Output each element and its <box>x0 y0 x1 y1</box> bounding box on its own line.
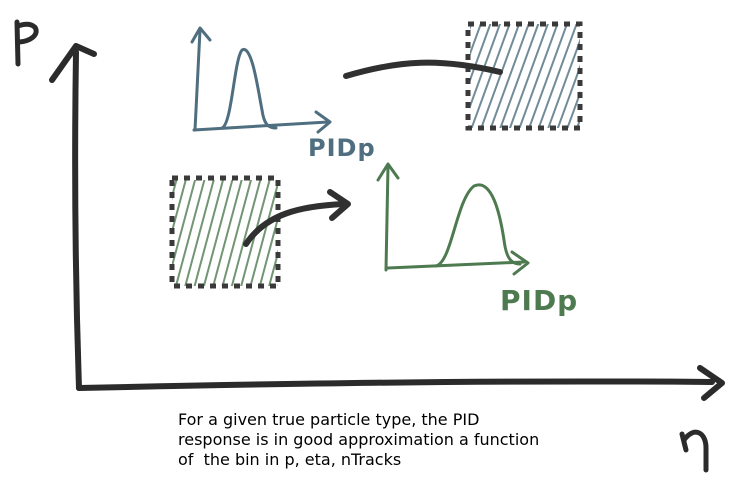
bottom-connector-arrow <box>243 201 347 247</box>
bottom-connector-arrowhead <box>327 189 351 221</box>
main-axes <box>49 43 725 401</box>
x-axis-line <box>76 378 715 391</box>
caption-line-1: For a given true particle type, the PID <box>178 410 480 429</box>
bottom-plot-y-axis <box>384 164 390 272</box>
x-axis-arrowhead <box>697 365 725 401</box>
bottom-plot-y-arrowhead <box>376 162 400 182</box>
caption-line-3: of the bin in p, eta, nTracks <box>178 450 402 469</box>
top-plot-x-axis <box>192 120 330 132</box>
top-pid-label: PIDp <box>308 134 376 162</box>
top-plot-y-axis <box>193 28 202 132</box>
top-plot-x-arrowhead <box>314 110 332 134</box>
caption-line-2: response is in good approximation a func… <box>178 430 540 449</box>
bottom-pid-plot <box>376 162 530 276</box>
top-plot-y-arrowhead <box>190 26 212 44</box>
y-axis-line <box>72 49 82 391</box>
top-plot-peak <box>220 48 278 130</box>
caption-text: For a given true particle type, the PID … <box>178 410 648 470</box>
y-axis-label-glyph <box>14 19 39 67</box>
connector-arrows <box>243 59 503 247</box>
bottom-plot-x-axis <box>386 260 526 270</box>
bottom-plot-x-arrowhead <box>510 250 530 276</box>
top-pid-plot <box>190 26 332 134</box>
bottom-bin <box>169 175 281 289</box>
x-axis-label-glyph <box>679 429 709 473</box>
top-connector-arrow <box>343 59 503 79</box>
bottom-pid-label: PIDp <box>500 284 579 317</box>
top-bin <box>465 21 583 131</box>
bottom-plot-peak <box>434 183 522 268</box>
y-axis-arrowhead <box>49 43 97 83</box>
